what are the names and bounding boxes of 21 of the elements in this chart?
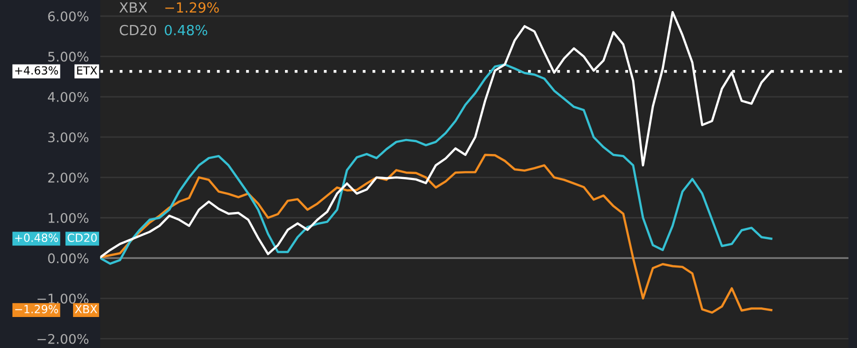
text: +4.63% [15, 66, 58, 75]
annotation: XBX [119, 2, 148, 13]
annotation: 0.48% [164, 24, 208, 36]
y-tick-label: 3.00% [48, 132, 88, 142]
line-series [100, 63, 772, 265]
annotation: CD20 [120, 24, 156, 36]
legend-label: ETX [77, 66, 98, 74]
y-tick-label: 2.00% [48, 172, 88, 183]
y-tick-label: −1.00% [38, 294, 88, 304]
y-tick-label: −2.00% [38, 334, 88, 344]
text: −1.29% [15, 304, 58, 314]
y-tick-label: 6.00% [48, 11, 88, 22]
y-tick-label: 1.00% [48, 212, 88, 223]
text: +0.48% [15, 234, 58, 242]
legend-label: XBX [74, 305, 98, 314]
annotation: −1.29% [165, 2, 219, 13]
line-series [100, 154, 772, 314]
y-tick-label: 5.00% [48, 52, 88, 62]
y-tick-label: 4.00% [48, 92, 88, 102]
legend-label: CD20 [68, 234, 97, 242]
y-tick-label: 0.00% [48, 253, 88, 264]
